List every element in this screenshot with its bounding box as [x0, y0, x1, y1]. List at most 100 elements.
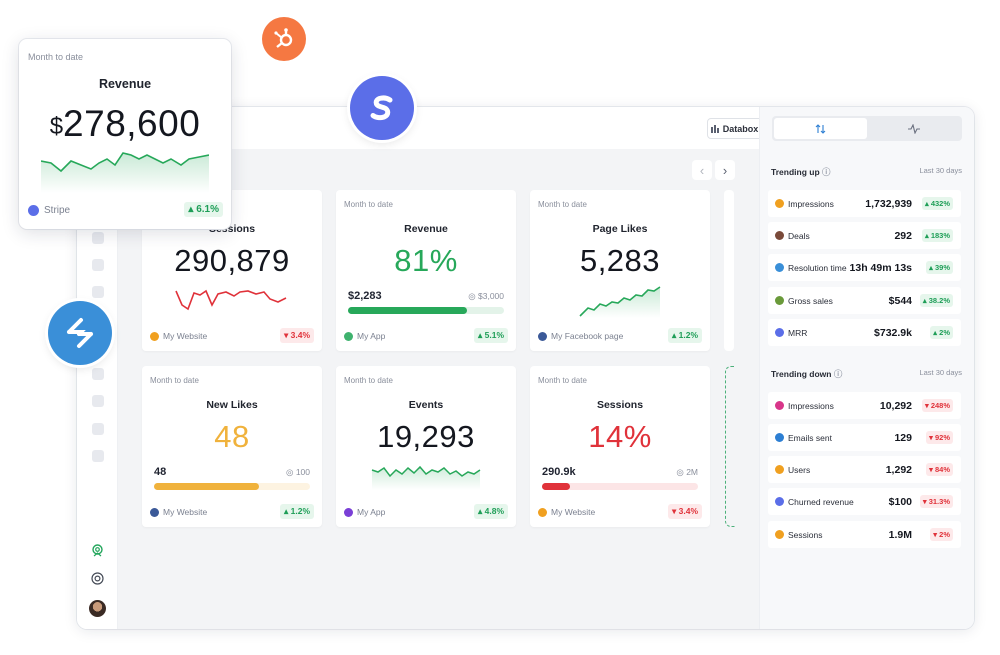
- card-source: My App: [344, 507, 385, 517]
- progress-fill: [542, 483, 571, 490]
- card-period: Month to date: [150, 376, 199, 385]
- floating-revenue-card[interactable]: Month to date Revenue $278,600 Stripe ▴ …: [19, 39, 231, 229]
- card-title: Revenue: [98, 77, 152, 91]
- metric-source-icon: [775, 263, 784, 272]
- change-badge: ▾ 31.3%: [919, 495, 953, 508]
- sidebar-item[interactable]: [92, 395, 104, 407]
- metric-source-icon: [775, 296, 784, 305]
- sidebar-item[interactable]: [92, 423, 104, 435]
- goal-label: ◎ $3,000: [468, 291, 504, 301]
- metric-card-events[interactable]: Month to date Events 19,293 My App ▴ 4.8…: [336, 366, 516, 527]
- metric-source-icon: [775, 231, 784, 240]
- hubspot-logo-icon: [262, 17, 306, 61]
- metric-card-new-likes[interactable]: Month to date New Likes 48 48 ◎ 100 My We…: [142, 366, 322, 527]
- trend-row[interactable]: Resolution time 13h 49m 13s ▴ 39%: [768, 254, 961, 281]
- progress-track: [154, 483, 310, 490]
- prev-button[interactable]: ‹: [692, 160, 712, 180]
- card-period: Month to date: [344, 200, 393, 209]
- app-icon: [344, 331, 353, 341]
- card-period: Month to date: [28, 52, 84, 62]
- card-period: Month to date: [538, 376, 587, 385]
- sidebar-item[interactable]: [92, 286, 104, 298]
- change-badge: ▾ 2%: [930, 528, 953, 541]
- change-badge: ▴ 4.8%: [473, 504, 508, 519]
- activity-icon: [907, 123, 920, 134]
- view-toggle: [772, 116, 962, 141]
- target-icon[interactable]: [91, 544, 104, 557]
- card-value: 48: [214, 419, 250, 454]
- metric-source-icon: [775, 433, 784, 442]
- events-sparkline: [371, 465, 481, 490]
- metric-source-icon: [775, 401, 784, 410]
- metric-source-icon: [775, 465, 784, 474]
- app-icon: [344, 507, 353, 517]
- sidebar-item[interactable]: [92, 450, 104, 462]
- sidebar-item[interactable]: [92, 232, 104, 244]
- card-source: My App: [344, 331, 385, 341]
- metric-source-icon: [775, 497, 784, 506]
- metric-source-icon: [775, 199, 784, 208]
- progress-fill: [154, 483, 259, 490]
- page-likes-sparkline: [579, 286, 661, 318]
- metric-card-revenue[interactable]: Month to date Revenue 81% $2,283 ◎ $3,000…: [336, 190, 516, 351]
- trend-row[interactable]: Impressions 10,292 ▾ 248%: [768, 392, 961, 419]
- revenue-sparkline: [41, 152, 209, 193]
- progress-track: [542, 483, 698, 490]
- goal-row: 290.9k ◎ 2M: [542, 466, 698, 478]
- card-title: Page Likes: [592, 223, 648, 235]
- card-value: 278,600: [63, 103, 201, 144]
- change-badge: ▴ 432%: [921, 197, 953, 210]
- currency-symbol: $: [49, 113, 64, 140]
- card-title: Revenue: [404, 223, 448, 235]
- sidebar-item[interactable]: [92, 368, 104, 380]
- stripe-icon: [28, 205, 39, 216]
- card-value-row: $278,600: [19, 103, 231, 145]
- goal-row: 48 ◎ 100: [154, 466, 310, 478]
- card-value: 14%: [588, 419, 652, 454]
- metric-source-icon: [775, 530, 784, 539]
- trending-up-title: Trending up ⓘ: [771, 167, 831, 177]
- change-badge: ▴ 5.1%: [473, 328, 508, 343]
- trend-row[interactable]: Sessions 1.9M ▾ 2%: [768, 521, 961, 548]
- trend-row[interactable]: MRR $732.9k ▴ 2%: [768, 319, 961, 346]
- next-button[interactable]: ›: [715, 160, 735, 180]
- card-period: Month to date: [344, 376, 393, 385]
- support-icon[interactable]: [91, 572, 104, 585]
- facebook-icon: [538, 331, 547, 341]
- card-value: 290,879: [174, 243, 290, 278]
- website-icon: [538, 507, 547, 517]
- website-icon: [150, 331, 159, 341]
- trending-down-title: Trending down ⓘ: [771, 369, 843, 379]
- metric-card-sessions-goal[interactable]: Month to date Sessions 14% 290.9k ◎ 2M My…: [530, 366, 710, 527]
- trending-down-period: Last 30 days: [919, 368, 962, 377]
- add-card-slot[interactable]: [725, 366, 735, 527]
- activity-tab[interactable]: [867, 118, 960, 139]
- card-value: 81%: [394, 243, 458, 278]
- trend-row[interactable]: Deals 292 ▴ 183%: [768, 222, 961, 249]
- avatar[interactable]: [89, 600, 106, 617]
- trend-row[interactable]: Gross sales $544 ▴ 38.2%: [768, 287, 961, 314]
- change-badge: ▴ 2%: [930, 326, 953, 339]
- databox-icon: [710, 124, 719, 133]
- change-badge: ▾ 3.4%: [279, 328, 314, 343]
- sort-tab[interactable]: [774, 118, 867, 139]
- card-source: My Website: [538, 507, 595, 517]
- trend-row[interactable]: Emails sent 129 ▾ 92%: [768, 424, 961, 451]
- trends-panel: Trending up ⓘ Last 30 days Impressions 1,…: [759, 107, 974, 629]
- change-badge: ▴ 1.2%: [279, 504, 314, 519]
- trend-row[interactable]: Churned revenue $100 ▾ 31.3%: [768, 488, 961, 515]
- helpscout-logo-icon: [48, 301, 112, 365]
- trend-row[interactable]: Impressions 1,732,939 ▴ 432%: [768, 190, 961, 217]
- card-title: Events: [408, 399, 444, 411]
- metric-card-page-likes[interactable]: Month to date Page Likes 5,283 My Facebo…: [530, 190, 710, 351]
- goal-label: ◎ 100: [286, 467, 310, 477]
- sidebar-item[interactable]: [92, 259, 104, 271]
- trending-up-period: Last 30 days: [919, 166, 962, 175]
- card-period: Month to date: [538, 200, 587, 209]
- card-value: 19,293: [377, 419, 475, 454]
- trend-row[interactable]: Users 1,292 ▾ 84%: [768, 456, 961, 483]
- card-source: My Website: [150, 331, 207, 341]
- next-card-peek: [724, 190, 734, 351]
- info-icon: ⓘ: [822, 167, 831, 177]
- change-badge: ▴ 38.2%: [919, 294, 953, 307]
